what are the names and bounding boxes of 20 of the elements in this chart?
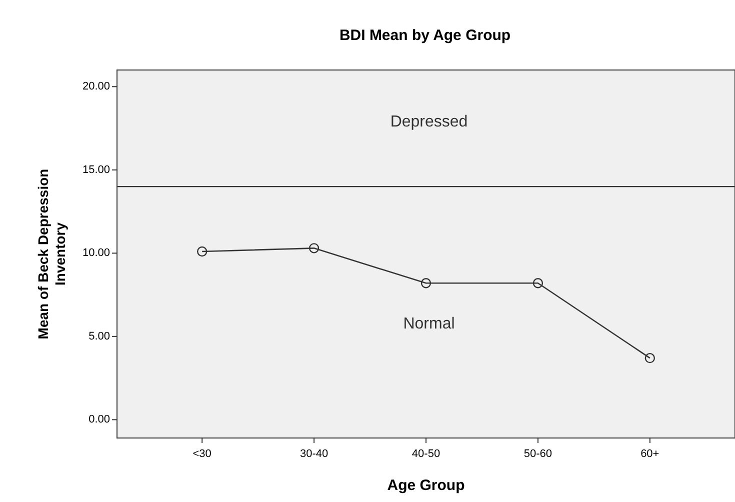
point (420, 278, 432, 288)
y-tick-label: 10.00 (82, 247, 110, 260)
y-tick-label: 5.00 (88, 330, 110, 342)
x-tick-label: <30 (192, 448, 212, 460)
x-tick-label: 30-40 (300, 448, 328, 460)
y-axis-title: Mean of Beck Depression Inventory (35, 168, 68, 340)
annotation: Depressed (390, 114, 468, 131)
annotation: Normal (403, 316, 455, 333)
x-axis-title: Age Group (387, 477, 465, 494)
y-tick-label: 0.00 (88, 414, 110, 426)
point (308, 243, 320, 254)
chart-title: BDI Mean by Age Group (339, 27, 511, 44)
x-tick-label: 60+ (640, 448, 660, 460)
x-tick-label: 40-50 (412, 448, 440, 460)
point (196, 246, 208, 257)
point (532, 278, 544, 288)
y-tick-label: 20.00 (82, 80, 110, 93)
point (644, 352, 656, 364)
y-tick-label: 15.00 (82, 164, 110, 176)
x-tick-label: 50-60 (524, 448, 552, 460)
